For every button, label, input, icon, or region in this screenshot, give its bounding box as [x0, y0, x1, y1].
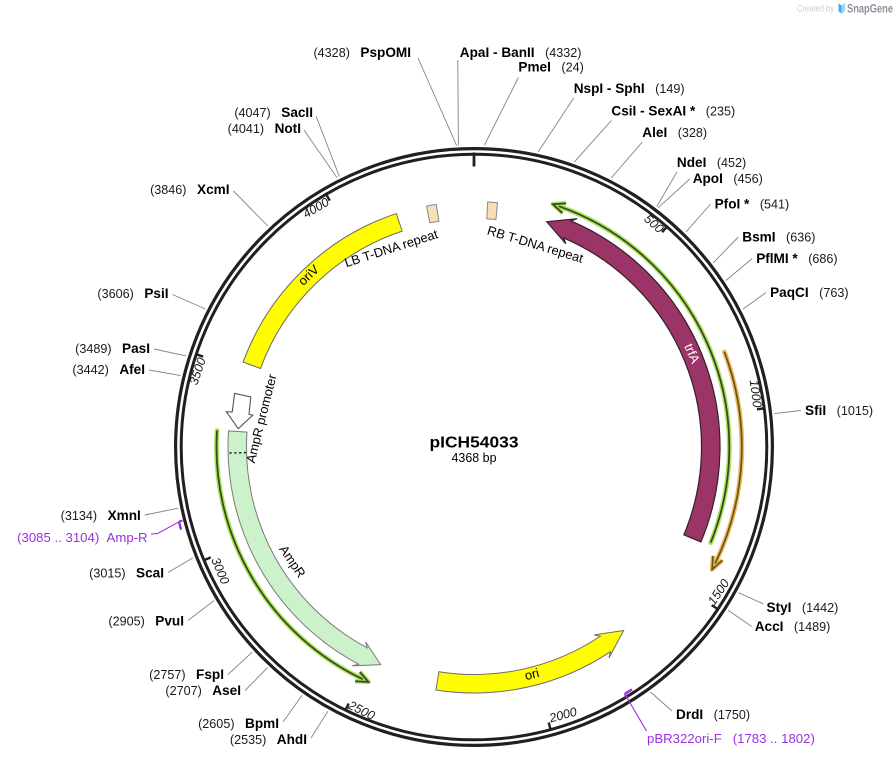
svg-text:SnapGene: SnapGene	[847, 4, 893, 16]
svg-text:(3015) ScaI: (3015) ScaI	[89, 566, 164, 581]
svg-text:NspI - SphI (149): NspI - SphI (149)	[574, 81, 685, 96]
svg-text:(2707) AseI: (2707) AseI	[165, 683, 241, 698]
svg-text:(2905) PvuI: (2905) PvuI	[108, 614, 184, 629]
svg-text:PmeI (24): PmeI (24)	[518, 60, 583, 75]
svg-text:PfoI * (541): PfoI * (541)	[715, 197, 790, 212]
svg-text:(2605) BpmI: (2605) BpmI	[198, 716, 279, 731]
svg-text:(4328) PspOMI: (4328) PspOMI	[313, 45, 411, 60]
svg-text:(2535) AhdI: (2535) AhdI	[230, 732, 307, 747]
svg-text:NdeI (452): NdeI (452)	[677, 155, 746, 170]
svg-text:StyI (1442): StyI (1442)	[767, 600, 839, 615]
svg-text:(2757) FspI: (2757) FspI	[149, 667, 224, 682]
svg-text:AccI (1489): AccI (1489)	[755, 619, 831, 634]
svg-text:pICH54033: pICH54033	[430, 434, 519, 451]
svg-text:(3134) XmnI: (3134) XmnI	[61, 508, 141, 523]
svg-text:(3085 .. 3104) Amp-R: (3085 .. 3104) Amp-R	[17, 530, 147, 545]
svg-text:CsiI - SexAI * (235): CsiI - SexAI * (235)	[611, 104, 735, 119]
svg-text:PflMI * (686): PflMI * (686)	[756, 251, 837, 266]
svg-text:(3606) PsiI: (3606) PsiI	[97, 286, 168, 301]
svg-text:(3442) AfeI: (3442) AfeI	[72, 362, 145, 377]
svg-text:(3846) XcmI: (3846) XcmI	[150, 182, 229, 197]
svg-text:(3489) PasI: (3489) PasI	[75, 341, 150, 356]
svg-text:PaqCI (763): PaqCI (763)	[770, 285, 848, 300]
svg-text:Created by: Created by	[797, 4, 835, 14]
svg-text:DrdI (1750): DrdI (1750)	[676, 707, 750, 722]
svg-text:4368 bp: 4368 bp	[452, 451, 497, 465]
svg-text:SfiI (1015): SfiI (1015)	[805, 403, 873, 418]
svg-text:BsmI (636): BsmI (636)	[742, 230, 815, 245]
svg-text:AleI (328): AleI (328)	[642, 125, 707, 140]
svg-text:ApaI - BanII (4332): ApaI - BanII (4332)	[460, 45, 582, 60]
svg-text:pBR322ori-F (1783 .. 1802): pBR322ori-F (1783 .. 1802)	[647, 731, 815, 746]
svg-text:ApoI (456): ApoI (456)	[693, 171, 763, 186]
svg-text:(4047) SacII: (4047) SacII	[234, 105, 313, 120]
svg-text:(4041) NotI: (4041) NotI	[228, 121, 301, 136]
